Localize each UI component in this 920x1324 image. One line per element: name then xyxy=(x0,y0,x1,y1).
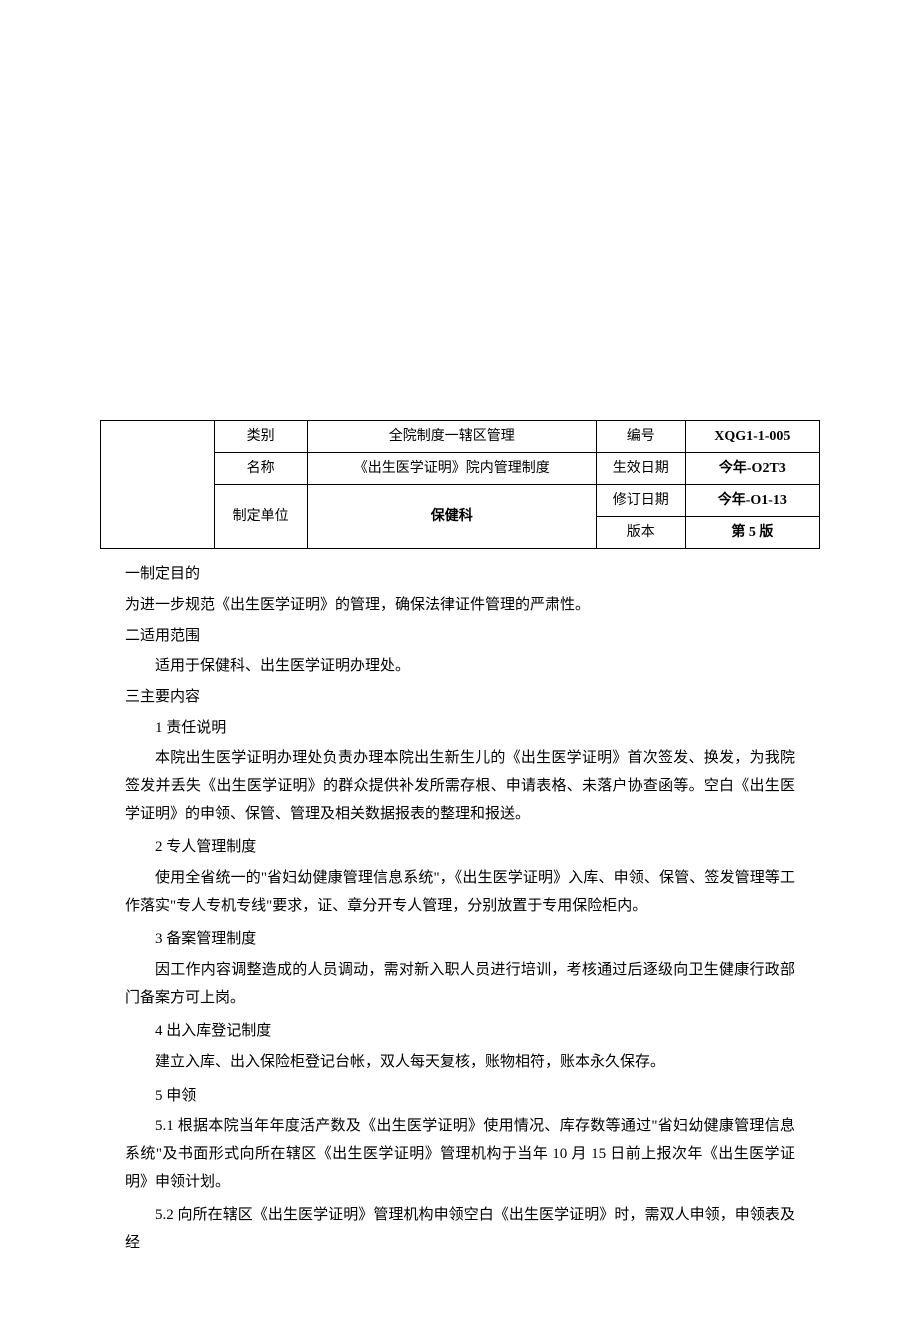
cell-category-value: 全院制度一辖区管理 xyxy=(307,421,596,453)
section-2-title: 二适用范围 xyxy=(125,625,820,648)
cell-revisedate-value: 今年-O1-13 xyxy=(685,485,819,517)
paragraph-2: 使用全省统一的"省妇幼健康管理信息系统"，《出生医学证明》入库、申领、保管、签发… xyxy=(125,865,795,921)
paragraph-3: 因工作内容调整造成的人员调动，需对新入职人员进行培训，考核通过后逐级向卫生健康行… xyxy=(125,957,795,1013)
heading-5: 5 申领 xyxy=(125,1085,820,1108)
cell-category-label: 类别 xyxy=(214,421,307,453)
cell-dept-label: 制定单位 xyxy=(214,485,307,549)
section-1-body: 为进一步规范《出生医学证明》的管理，确保法律证件管理的严肃性。 xyxy=(125,592,820,619)
paragraph-5-2: 5.2 向所在辖区《出生医学证明》管理机构申领空白《出生医学证明》时，需双人申领… xyxy=(125,1202,795,1258)
section-1-title: 一制定目的 xyxy=(125,563,820,586)
paragraph-4: 建立入库、出入保险柜登记台帐，双人每天复核，账物相符，账本永久保存。 xyxy=(125,1049,795,1077)
section-3-title: 三主要内容 xyxy=(125,686,820,709)
cell-revisedate-label: 修订日期 xyxy=(596,485,685,517)
blank-cell xyxy=(101,421,215,549)
cell-effectivedate-label: 生效日期 xyxy=(596,453,685,485)
cell-number-value: XQG1-1-005 xyxy=(685,421,819,453)
cell-name-value: 《出生医学证明》院内管理制度 xyxy=(307,453,596,485)
cell-name-label: 名称 xyxy=(214,453,307,485)
paragraph-5-1: 5.1 根据本院当年年度活产数及《出生医学证明》使用情况、库存数等通过"省妇幼健… xyxy=(125,1113,795,1196)
heading-1: 1 责任说明 xyxy=(125,717,820,740)
document-header-table: 类别 全院制度一辖区管理 编号 XQG1-1-005 名称 《出生医学证明》院内… xyxy=(100,420,820,549)
cell-version-value: 第 5 版 xyxy=(685,517,819,549)
cell-number-label: 编号 xyxy=(596,421,685,453)
heading-4: 4 出入库登记制度 xyxy=(125,1020,820,1043)
cell-effectivedate-value: 今年-O2T3 xyxy=(685,453,819,485)
heading-3: 3 备案管理制度 xyxy=(125,928,820,951)
section-2-body: 适用于保健科、出生医学证明办理处。 xyxy=(125,653,820,680)
table-row: 类别 全院制度一辖区管理 编号 XQG1-1-005 xyxy=(101,421,820,453)
cell-dept-value: 保健科 xyxy=(307,485,596,549)
heading-2: 2 专人管理制度 xyxy=(125,836,820,859)
cell-version-label: 版本 xyxy=(596,517,685,549)
paragraph-1: 本院出生医学证明办理处负责办理本院出生新生儿的《出生医学证明》首次签发、换发，为… xyxy=(125,745,795,828)
